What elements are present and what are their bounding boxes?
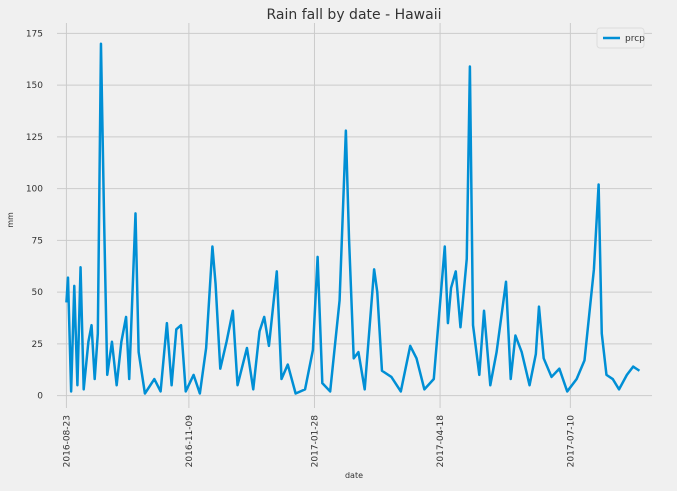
x-tick-label: 2016-11-09: [185, 415, 195, 468]
x-tick-label: 2016-08-23: [62, 415, 72, 467]
y-tick-label: 0: [37, 392, 43, 402]
x-tick-label: 2017-04-18: [436, 415, 446, 468]
y-tick-label: 175: [26, 29, 43, 39]
y-tick-label: 25: [32, 340, 43, 350]
data-line: [65, 42, 641, 395]
y-tick-label: 75: [32, 236, 43, 246]
chart-title: Rain fall by date - Hawaii: [266, 7, 441, 23]
legend-box: [596, 27, 645, 49]
y-tick-label: 150: [26, 81, 43, 91]
x-tick-label: 2017-07-10: [566, 415, 576, 468]
y-tick-label: 100: [26, 185, 43, 195]
legend-label: prcp: [625, 34, 645, 44]
y-tick-label: 50: [32, 288, 44, 298]
y-tick-label: 125: [26, 133, 43, 143]
x-axis-label: date: [345, 471, 363, 480]
y-axis-label: mm: [6, 212, 15, 228]
x-tick-label: 2017-01-28: [310, 415, 320, 468]
